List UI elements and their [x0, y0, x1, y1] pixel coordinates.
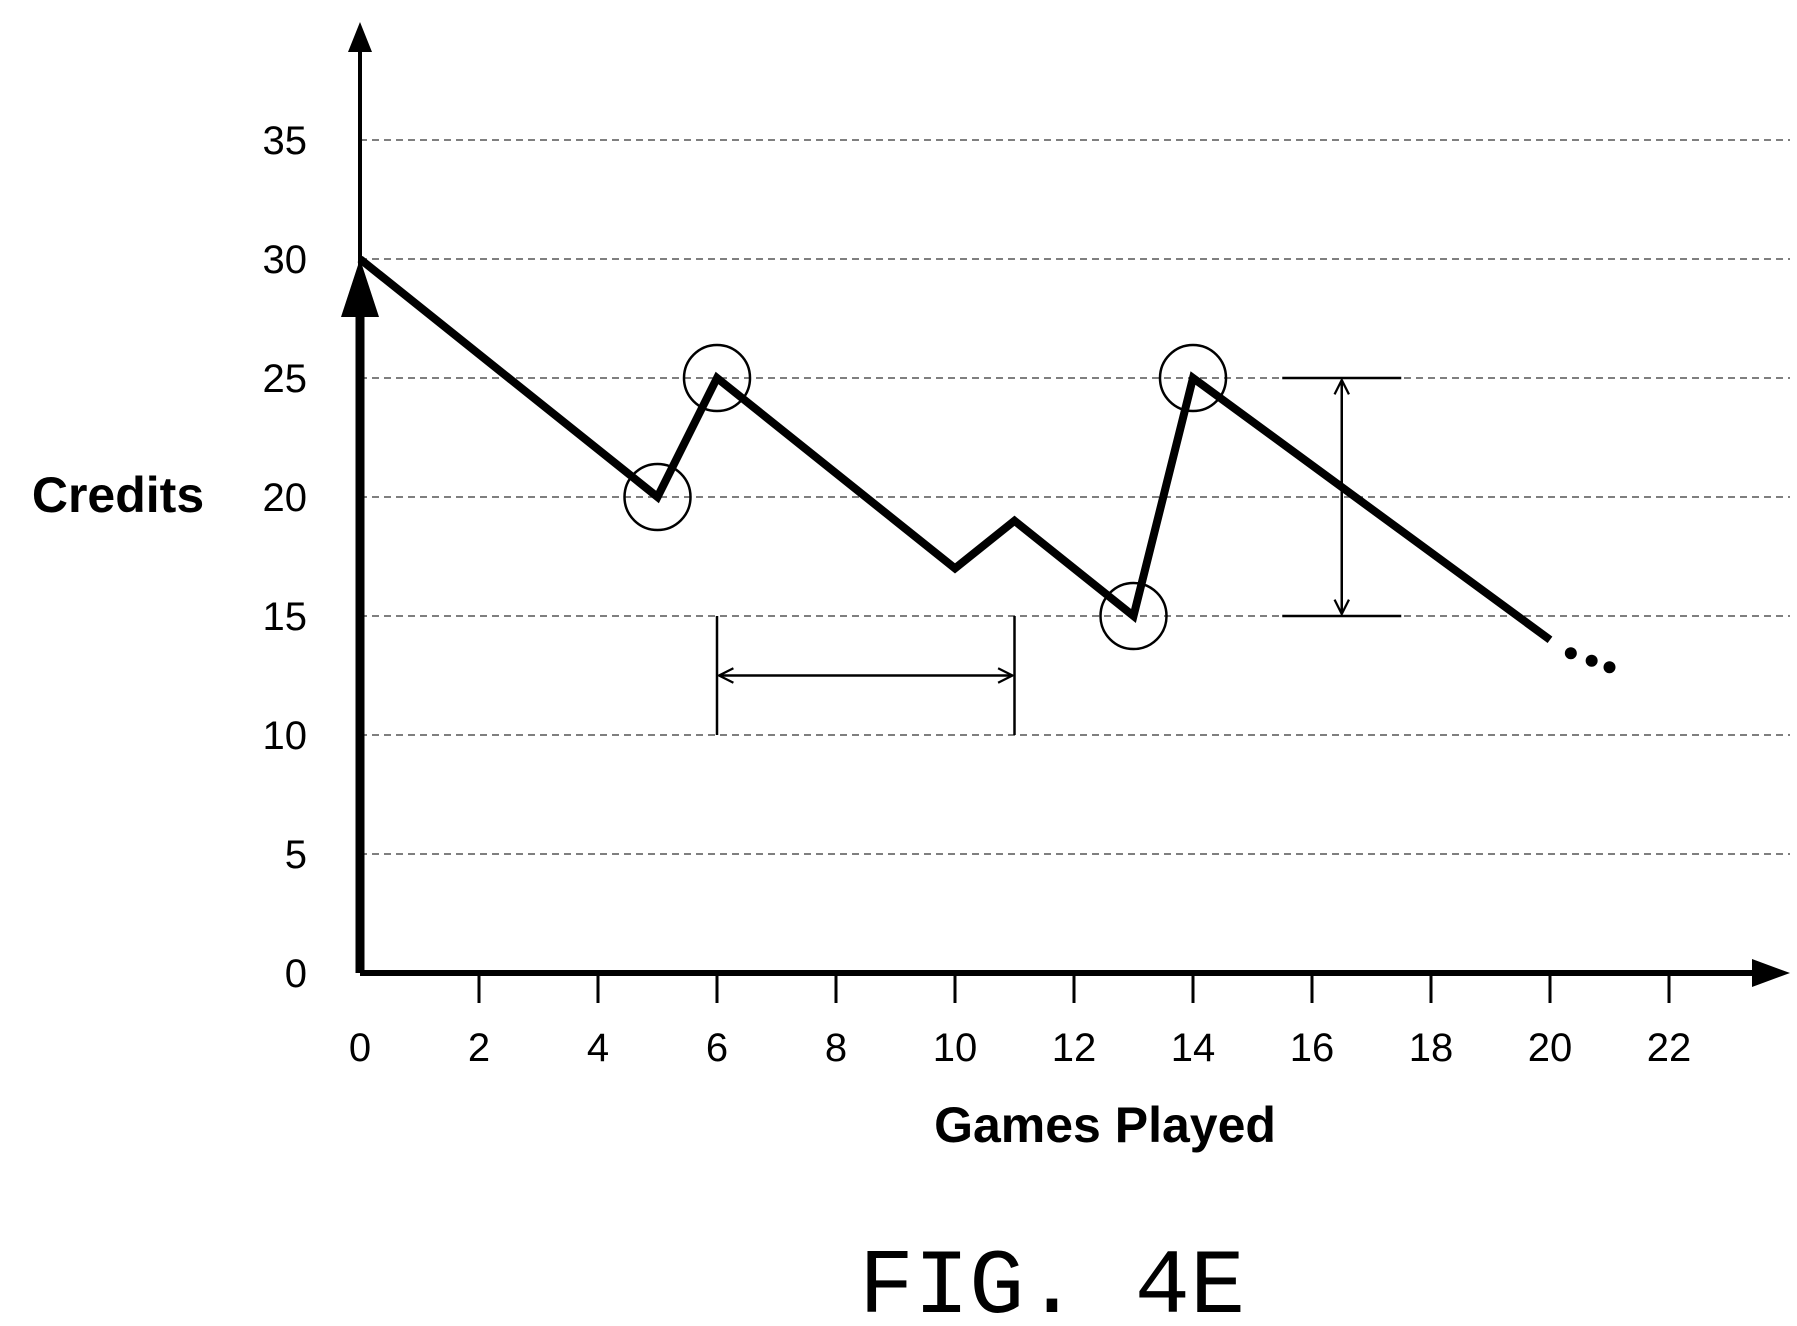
x-tick-label: 6	[706, 1026, 728, 1070]
series	[357, 255, 1616, 674]
series-line	[357, 255, 1553, 644]
tick-labels: 0 2 4 6 8 10 12 14 16 18 20 22 0 5 10 15 20 25 30 35	[263, 119, 1692, 1070]
continuation-dot	[1585, 654, 1598, 667]
x-tick-label: 12	[1052, 1026, 1097, 1070]
figure-label: FIG. 4E	[859, 1235, 1245, 1326]
y-tick-label: 15	[263, 595, 308, 639]
axes	[341, 22, 1790, 1003]
y-tick-label: 20	[263, 476, 308, 520]
x-tick-label: 18	[1409, 1026, 1454, 1070]
y-tick-label: 10	[263, 714, 308, 758]
grid-lines	[360, 139, 1790, 855]
y-axis-arrowhead	[348, 22, 372, 52]
y-tick-label: 25	[263, 357, 308, 401]
highlight-circle	[682, 343, 752, 413]
highlight-circle	[1158, 343, 1228, 413]
x-tick-label: 14	[1171, 1026, 1216, 1070]
start-credit-arrowhead	[341, 259, 379, 317]
x-tick-label: 16	[1290, 1026, 1335, 1070]
continuation-dot	[1564, 647, 1577, 660]
x-axis-arrowhead	[1752, 959, 1790, 987]
x-tick-label: 2	[468, 1026, 490, 1070]
x-tick-label: 8	[825, 1026, 847, 1070]
y-tick-label: 5	[285, 833, 307, 877]
x-tick-label: 10	[933, 1026, 978, 1070]
y-tick-label: 0	[285, 952, 307, 996]
y-tick-label: 30	[263, 238, 308, 282]
x-tick-label: 22	[1647, 1026, 1692, 1070]
highlight-circle	[1099, 581, 1168, 651]
y-tick-label: 35	[263, 119, 308, 163]
continuation-dot	[1603, 661, 1616, 674]
x-tick-label: 4	[587, 1026, 609, 1070]
y-axis-title: Credits	[32, 467, 204, 523]
annotations	[715, 376, 1402, 735]
x-axis-title: Games Played	[934, 1097, 1276, 1153]
highlight-circle	[623, 462, 692, 532]
x-tick-label: 20	[1528, 1026, 1573, 1070]
x-tick-label: 0	[349, 1026, 371, 1070]
